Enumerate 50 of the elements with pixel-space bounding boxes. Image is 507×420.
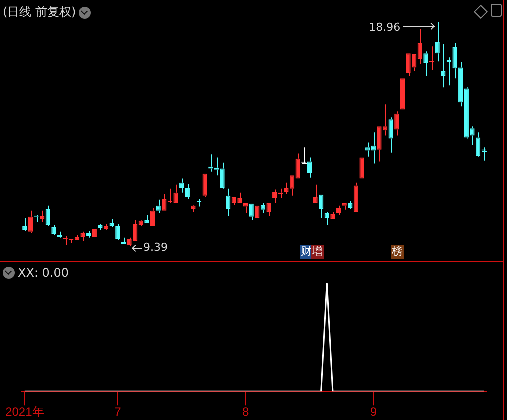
- annotation: 18.96: [369, 20, 401, 34]
- candlestick: [46, 205, 50, 227]
- candlestick: [156, 199, 161, 214]
- candlestick: [180, 178, 184, 194]
- candlestick: [116, 224, 120, 241]
- candlestick: [388, 117, 394, 154]
- candlestick: [441, 44, 446, 88]
- candlestick: [307, 157, 312, 178]
- candlestick: [243, 202, 248, 214]
- candlestick: [185, 183, 190, 200]
- candlestick: [342, 202, 347, 210]
- candlestick: [260, 202, 266, 214]
- annotation: 增: [311, 245, 324, 259]
- chart-title: XX: 0.00: [18, 266, 70, 280]
- candlestick: [238, 192, 242, 203]
- x-tick-label: 9: [370, 405, 378, 420]
- candlestick: [424, 51, 428, 77]
- candlestick: [330, 211, 336, 220]
- chart-title: (日线 前复权): [3, 4, 76, 21]
- annotation: 9.39: [144, 240, 168, 254]
- candlestick: [348, 200, 353, 210]
- candlestick: [324, 211, 330, 226]
- candlestick: [52, 224, 56, 236]
- candlestick: [110, 218, 114, 228]
- candlestick: [98, 224, 103, 231]
- candlestick: [319, 194, 324, 218]
- candlestick: [202, 174, 208, 198]
- candlestick: [429, 46, 434, 71]
- x-tick-label: 8: [242, 405, 250, 420]
- candlestick: [127, 237, 132, 246]
- x-tick-label: 7: [114, 405, 122, 420]
- annotation: 财: [300, 245, 313, 259]
- candlestick: [266, 202, 272, 216]
- candlestick: [22, 218, 28, 232]
- candlestick: [470, 126, 475, 146]
- x-tick-label: 2021年: [6, 405, 44, 420]
- candlestick: [394, 111, 400, 136]
- candlestick: [191, 204, 196, 212]
- candlestick: [336, 205, 342, 216]
- candlestick: [313, 184, 318, 203]
- candlestick: [150, 208, 156, 226]
- candlestick: [28, 210, 34, 234]
- candlestick: [80, 231, 86, 242]
- candlestick: [435, 22, 440, 62]
- candlestick: [249, 204, 254, 221]
- candlestick: [144, 214, 150, 224]
- candlestick: [226, 188, 231, 216]
- candlestick: [406, 54, 411, 77]
- annotation: 榜: [391, 245, 404, 259]
- candlestick: [86, 230, 92, 238]
